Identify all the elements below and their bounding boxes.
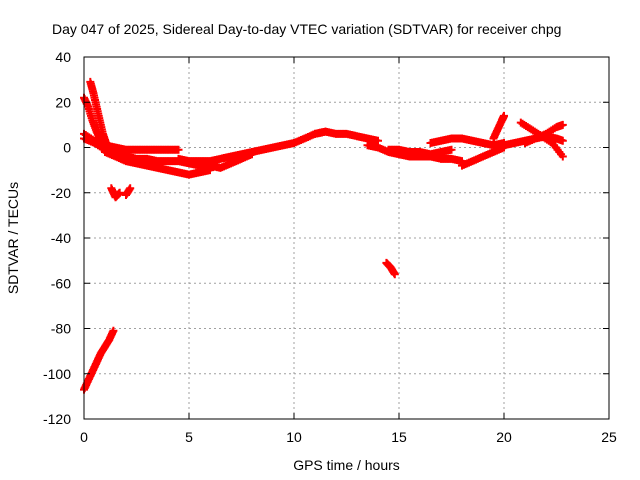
data-point bbox=[500, 111, 508, 120]
x-tick-label: 20 bbox=[496, 429, 512, 445]
x-axis-label: GPS time / hours bbox=[293, 457, 400, 473]
y-tick-label: 40 bbox=[55, 49, 71, 65]
series-arc-r bbox=[516, 118, 567, 161]
series-arc-f bbox=[107, 184, 124, 202]
axis-ticks: 0 5 10 15 20 25 -120 -100 -80 -60 -40 -20 0 20 40 bbox=[43, 49, 617, 445]
y-tick-label: -120 bbox=[43, 411, 71, 427]
grid bbox=[84, 57, 609, 419]
x-tick-label: 5 bbox=[185, 429, 193, 445]
series-arc-k bbox=[311, 127, 382, 145]
y-tick-label: -20 bbox=[51, 185, 71, 201]
series-arc-s bbox=[521, 120, 567, 147]
data-point bbox=[126, 184, 135, 193]
series-arc-i bbox=[174, 127, 330, 166]
data-point bbox=[374, 136, 382, 145]
series-arc-o bbox=[458, 143, 508, 170]
series-arc-p bbox=[489, 111, 508, 143]
data-point bbox=[115, 188, 124, 197]
y-tick-label: -40 bbox=[51, 230, 71, 246]
series-arc-g bbox=[122, 184, 135, 200]
series-arc-h bbox=[80, 326, 118, 394]
x-tick-label: 15 bbox=[391, 429, 407, 445]
y-tick-label: 20 bbox=[55, 94, 71, 110]
data-point bbox=[447, 145, 456, 154]
data-point bbox=[109, 326, 118, 335]
series-arc-e bbox=[101, 148, 214, 179]
series-arc-j bbox=[195, 150, 256, 175]
series-arc-t bbox=[382, 258, 399, 279]
y-tick-label: -100 bbox=[43, 366, 71, 382]
x-tick-label: 10 bbox=[286, 429, 302, 445]
data-point bbox=[248, 150, 256, 159]
data-point bbox=[174, 145, 183, 154]
data-point bbox=[390, 270, 399, 279]
data-series bbox=[80, 77, 567, 394]
x-tick-label: 0 bbox=[80, 429, 88, 445]
x-tick-label: 25 bbox=[601, 429, 617, 445]
data-point bbox=[558, 152, 567, 161]
y-tick-label: -80 bbox=[51, 321, 71, 337]
series-arc-n bbox=[426, 134, 508, 150]
chart-title: Day 047 of 2025, Sidereal Day-to-day VTE… bbox=[52, 21, 561, 37]
y-tick-label: -60 bbox=[51, 275, 71, 291]
y-axis-label: SDTVAR / TECUs bbox=[5, 182, 21, 294]
data-point bbox=[558, 136, 567, 145]
data-point bbox=[558, 120, 567, 129]
series-arc-m bbox=[384, 145, 456, 159]
y-tick-label: 0 bbox=[63, 140, 71, 156]
